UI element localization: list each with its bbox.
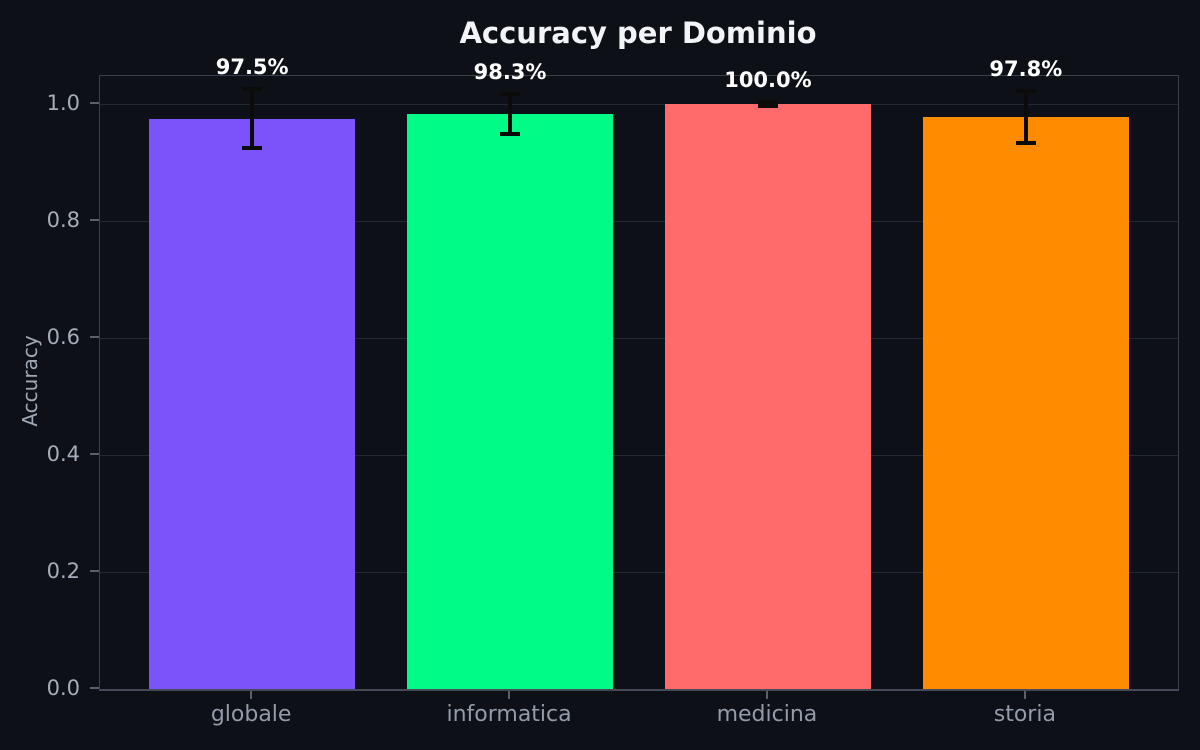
gridline [100,220,1178,222]
x-tick-label-storia: storia [993,702,1056,727]
error-bar-cap-bottom-medicina [757,104,778,109]
y-tick-label: 0.2 [46,559,80,583]
y-tick-label: 1.0 [46,91,80,116]
value-label-globale: 97.5% [215,55,289,80]
x-tick-mark [250,691,253,699]
gridline [100,571,1178,573]
error-bar-cap-top-informatica [500,92,521,97]
error-bar-cap-top-globale [242,87,263,92]
y-tick-mark [90,570,99,572]
bar-informatica [406,114,614,689]
y-tick-label: 0.6 [46,325,80,350]
x-tick-label-medicina: medicina [716,702,818,727]
plot-area: 97.5% 98.3% 100.0% 97.8% [99,55,1179,691]
value-label-medicina: 100.0% [724,67,812,92]
error-bar-globale [250,89,255,148]
gridline [100,454,1178,456]
x-tick-label-informatica: informatica [446,702,572,727]
bar-medicina [664,104,872,689]
bar-storia [922,116,1129,689]
x-tick-mark [765,691,768,699]
error-bar-cap-bottom-informatica [500,131,521,136]
y-tick-mark [90,453,99,456]
y-tick-label: 0.0 [46,676,80,700]
y-tick-mark [90,219,99,222]
chart-title: Accuracy per Dominio [459,16,817,50]
y-tick-mark [90,102,99,105]
x-tick-label-globale: globale [210,702,292,727]
error-bar-informatica [508,94,513,134]
bar-globale [149,118,356,689]
error-bar-storia [1023,91,1028,143]
error-bar-medicina [765,101,770,107]
y-tick-mark [90,687,99,689]
gridline [100,337,1178,339]
x-tick-mark [508,691,511,699]
y-tick-label: 0.8 [46,208,80,233]
error-bar-cap-top-storia [1015,89,1036,94]
error-bar-cap-bottom-storia [1015,140,1036,145]
value-label-informatica: 98.3% [473,60,547,85]
y-tick-label: 0.4 [46,442,80,467]
y-tick-mark [90,336,99,339]
error-bar-cap-top-medicina [757,99,778,104]
error-bar-cap-bottom-globale [242,145,263,150]
x-tick-mark [1023,691,1026,699]
value-label-storia: 97.8% [989,57,1063,82]
gridline [100,103,1178,105]
